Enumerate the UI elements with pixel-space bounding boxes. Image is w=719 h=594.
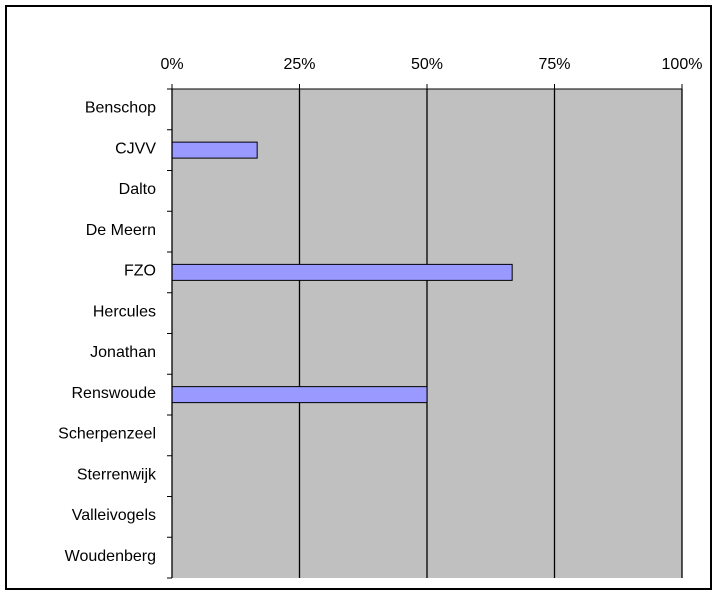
- bar: [171, 263, 513, 281]
- category-label: Sterrenwijk: [77, 466, 157, 483]
- category-label: Valleivogels: [72, 507, 156, 524]
- x-tick-label: 25%: [283, 56, 315, 73]
- x-tick-label: 75%: [538, 56, 570, 73]
- x-tick-label: 50%: [411, 56, 443, 73]
- category-label: Dalto: [119, 181, 156, 198]
- category-label: FZO: [124, 263, 156, 280]
- category-label: Scherpenzeel: [58, 426, 156, 443]
- category-label: Benschop: [85, 100, 156, 117]
- x-tick-label: 0%: [160, 56, 183, 73]
- bar: [171, 141, 258, 159]
- category-label: Renswoude: [72, 385, 157, 402]
- category-label: Jonathan: [90, 344, 156, 361]
- x-tick-label: 100%: [662, 56, 703, 73]
- category-label: CJVV: [115, 140, 156, 157]
- category-label: De Meern: [86, 222, 156, 239]
- category-label: Woudenberg: [65, 548, 156, 565]
- bar: [171, 386, 428, 404]
- category-label: Hercules: [93, 303, 156, 320]
